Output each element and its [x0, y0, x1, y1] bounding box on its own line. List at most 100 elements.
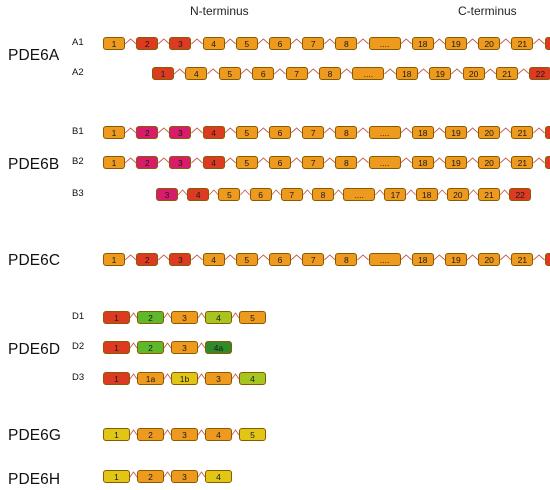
exon-box: 3 — [169, 156, 192, 169]
intron-connector — [333, 189, 344, 196]
intron-connector — [323, 157, 336, 164]
exon-box: 19 — [445, 156, 467, 169]
intron-connector — [191, 38, 203, 45]
gene-name: PDE6C — [8, 252, 61, 269]
exon-box: 1 — [103, 253, 125, 266]
exon-box: 7 — [280, 188, 303, 201]
exon-box: 5 — [218, 188, 241, 201]
exon-box: 8 — [319, 67, 341, 80]
gene-name: PDE6H — [8, 471, 61, 488]
intron-connector — [163, 342, 172, 349]
intron-connector — [400, 38, 413, 45]
intron-connector — [433, 254, 446, 261]
exon-box: 20 — [478, 253, 501, 266]
exon-box: 1 — [103, 341, 130, 354]
exon-box: 8 — [335, 126, 358, 139]
intron-connector — [163, 429, 172, 436]
exon-box: 20 — [478, 126, 501, 139]
intron-connector — [433, 127, 446, 134]
exon-box: 1 — [103, 37, 125, 50]
intron-connector — [163, 471, 172, 478]
exon-box: 22 — [544, 126, 550, 139]
intron-connector — [197, 429, 206, 436]
transcript-label: A2 — [72, 67, 84, 78]
exon-box: 7 — [285, 67, 308, 80]
transcript-label: B1 — [72, 126, 84, 137]
exon-box: 18 — [411, 253, 434, 266]
exon-box: 19 — [445, 37, 467, 50]
intron-connector — [257, 254, 270, 261]
intron-connector — [466, 38, 479, 45]
exon-box: .... — [368, 37, 401, 50]
intron-connector — [240, 68, 253, 75]
intron-connector — [191, 254, 203, 261]
exon-box: 6 — [269, 156, 291, 169]
exon-box: 8 — [335, 156, 358, 169]
intron-connector — [191, 157, 203, 164]
intron-connector — [357, 157, 369, 164]
intron-connector — [533, 157, 545, 164]
intron-connector — [124, 254, 137, 261]
intron-connector — [466, 157, 479, 164]
exon-box: .... — [368, 156, 401, 169]
exon-box: 1a — [137, 372, 164, 385]
exon-box: 18 — [411, 37, 434, 50]
intron-connector — [124, 127, 137, 134]
intron-connector — [257, 157, 270, 164]
exon-box: 4 — [202, 126, 225, 139]
exon-box: 3 — [171, 341, 198, 354]
gene-name: PDE6B — [8, 156, 60, 173]
exon-box: 2 — [136, 253, 159, 266]
exon-box: 18 — [411, 126, 434, 139]
exon-box: 21 — [511, 253, 534, 266]
exon-box: 21 — [511, 126, 534, 139]
exon-box: 1 — [103, 470, 130, 483]
intron-connector — [208, 189, 219, 196]
intron-connector — [450, 68, 463, 75]
intron-connector — [197, 312, 206, 319]
intron-connector — [357, 254, 369, 261]
exon-box: 2 — [137, 341, 164, 354]
intron-connector — [240, 189, 250, 196]
exon-box: 6 — [269, 37, 291, 50]
exon-box: 5 — [239, 428, 266, 441]
intron-connector — [231, 429, 240, 436]
intron-connector — [197, 471, 206, 478]
exon-box: 20 — [446, 188, 469, 201]
intron-connector — [499, 38, 512, 45]
intron-connector — [224, 127, 237, 134]
exon-box: 5 — [218, 67, 241, 80]
intron-connector — [499, 127, 512, 134]
exon-box: 22 — [544, 253, 550, 266]
gene-name: PDE6G — [8, 427, 62, 444]
intron-connector — [400, 254, 413, 261]
n-terminus-label: N-terminus — [190, 4, 249, 18]
transcript-label: D2 — [72, 341, 85, 352]
exon-box: 3 — [156, 188, 178, 201]
intron-connector — [290, 254, 303, 261]
intron-connector — [307, 68, 320, 75]
intron-connector — [163, 312, 172, 319]
exon-box: 19 — [445, 126, 467, 139]
intron-connector — [433, 38, 446, 45]
intron-connector — [157, 127, 170, 134]
exon-box: 3 — [169, 253, 192, 266]
gene-name: PDE6A — [8, 47, 60, 64]
exon-box: 6 — [249, 188, 272, 201]
transcript-label: B2 — [72, 156, 84, 167]
intron-connector — [400, 127, 413, 134]
intron-connector — [290, 38, 303, 45]
exon-box: 6 — [252, 67, 275, 80]
exon-box: 18 — [395, 67, 418, 80]
intron-connector — [484, 68, 497, 75]
intron-connector — [499, 254, 512, 261]
exon-box: 5 — [235, 126, 258, 139]
exon-box: 5 — [235, 37, 258, 50]
intron-connector — [374, 189, 385, 196]
intron-connector — [466, 254, 479, 261]
exon-box: 2 — [136, 37, 159, 50]
exon-box: 2 — [137, 470, 164, 483]
exon-box: .... — [352, 67, 385, 80]
intron-connector — [406, 189, 416, 196]
exon-box: 6 — [269, 126, 291, 139]
